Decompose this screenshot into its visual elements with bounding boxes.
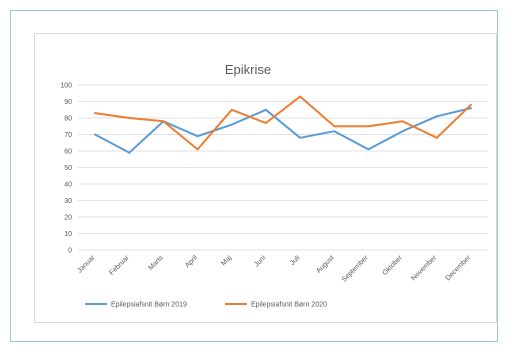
x-tick-label: September <box>341 254 371 284</box>
data-point <box>265 122 267 124</box>
data-point <box>128 151 131 154</box>
document-frame: Epikrise 0 10 20 30 40 50 60 70 80 90 100 Januar Fe… <box>10 10 498 342</box>
data-point <box>435 137 438 139</box>
x-tick-label: Januar <box>76 254 97 275</box>
legend: Epilepsiafsnit Børn 2019 Epilepsiafsnit B… <box>85 302 327 309</box>
y-tick-label: 20 <box>64 215 72 222</box>
y-tick-label: 100 <box>60 83 72 90</box>
data-point <box>401 130 404 132</box>
x-axis-ticks: Januar Februar Marts April Maj Juni Juli August… <box>76 254 472 284</box>
data-point <box>94 133 96 136</box>
data-point <box>265 108 267 111</box>
chart-title: Epikrise <box>225 62 271 77</box>
x-tick-label: December <box>445 254 473 282</box>
data-point <box>299 95 301 98</box>
x-tick-label: Juli <box>289 254 302 267</box>
data-point <box>470 107 472 109</box>
data-point <box>333 125 336 128</box>
x-tick-label: August <box>315 254 335 274</box>
data-point <box>333 130 336 132</box>
data-point <box>401 120 404 123</box>
line-chart: Epikrise 0 10 20 30 40 50 60 70 80 90 100 Januar Fe… <box>60 62 488 309</box>
data-point <box>162 120 165 123</box>
data-point <box>470 104 472 106</box>
y-axis-ticks: 0 10 20 30 40 50 60 70 80 90 100 <box>60 83 72 255</box>
data-point <box>230 108 233 111</box>
x-tick-label: November <box>410 254 438 282</box>
x-tick-label: April <box>184 254 199 269</box>
data-point <box>435 115 438 118</box>
x-tick-label: Februar <box>108 254 131 277</box>
x-tick-label: Marts <box>148 254 166 272</box>
y-tick-label: 50 <box>64 165 72 172</box>
data-point <box>367 148 370 151</box>
y-tick-label: 90 <box>64 99 72 106</box>
y-tick-label: 10 <box>64 231 72 238</box>
data-point <box>94 112 96 114</box>
x-tick-label: Juni <box>253 254 267 268</box>
series-line-2 <box>94 95 472 151</box>
legend-label: Epilepsiafsnit Børn 2020 <box>251 302 327 309</box>
series-lines <box>94 95 472 154</box>
gridlines <box>78 84 488 251</box>
legend-label: Epilepsiafsnit Børn 2019 <box>111 302 187 309</box>
x-tick-label: Oktober <box>381 254 404 277</box>
y-tick-label: 30 <box>64 198 72 205</box>
data-point <box>128 117 131 119</box>
chart-area: Epikrise 0 10 20 30 40 50 60 70 80 90 100 Januar Fe… <box>34 33 497 323</box>
y-tick-label: 70 <box>64 132 72 139</box>
y-tick-label: 0 <box>68 248 72 255</box>
data-point <box>367 125 370 128</box>
y-tick-label: 80 <box>64 116 72 123</box>
y-tick-label: 60 <box>64 149 72 156</box>
data-point <box>299 137 301 139</box>
data-point <box>196 135 199 137</box>
data-point <box>230 123 233 126</box>
x-tick-label: Maj <box>220 254 233 267</box>
series-line-1 <box>94 107 472 154</box>
data-point <box>196 148 199 151</box>
y-tick-label: 40 <box>64 182 72 189</box>
